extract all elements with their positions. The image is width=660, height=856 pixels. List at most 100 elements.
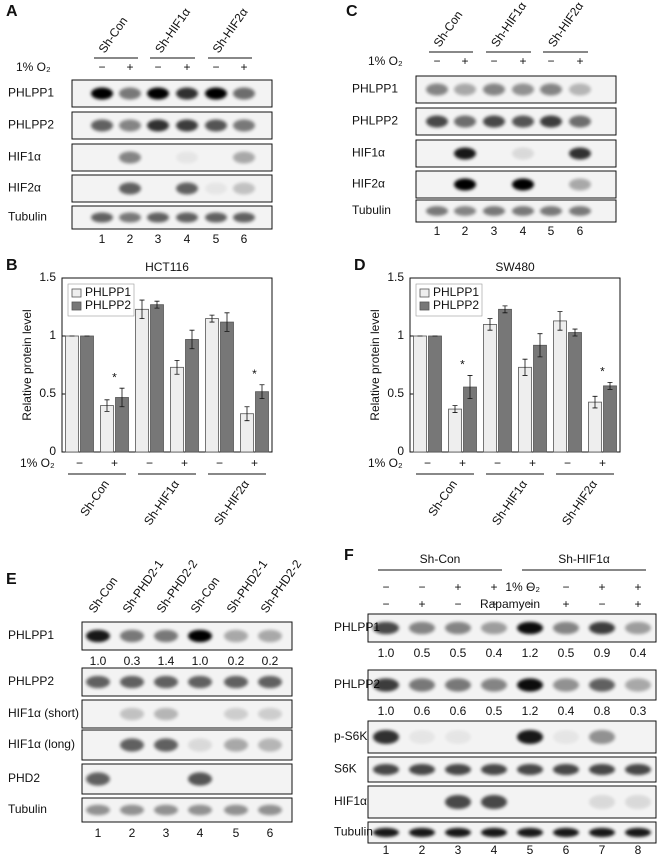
- y-tick-label: 1: [49, 328, 56, 342]
- quantification: 1.2: [522, 646, 539, 660]
- quantification: 0.5: [558, 646, 575, 660]
- chart-title: HCT116: [145, 260, 189, 274]
- band: [481, 764, 507, 775]
- band: [540, 206, 562, 216]
- band: [483, 115, 505, 128]
- band: [625, 678, 651, 692]
- bar: [255, 391, 269, 453]
- band: [445, 764, 471, 775]
- error-bar: [592, 395, 598, 409]
- lane-number: 1: [434, 224, 441, 238]
- band: [373, 621, 399, 635]
- blot-strip: [81, 621, 293, 651]
- band: [119, 119, 141, 132]
- bar: [588, 401, 602, 453]
- chart-title: SW480: [495, 260, 535, 274]
- band: [258, 629, 282, 643]
- condition-sign: −: [418, 580, 425, 594]
- band: [205, 87, 227, 100]
- bar: [448, 408, 462, 453]
- band: [233, 212, 255, 223]
- row-label: PHD2: [8, 771, 40, 785]
- y-tick-label: 1.5: [387, 270, 404, 284]
- band: [233, 151, 255, 164]
- lane-number: 7: [599, 843, 606, 856]
- panel-letter: A: [6, 3, 18, 20]
- blot-strip: [367, 821, 657, 844]
- row-label: HIF1α (long): [8, 737, 75, 751]
- band: [188, 738, 212, 752]
- band: [154, 804, 178, 816]
- band: [147, 87, 169, 100]
- bar: [185, 339, 199, 453]
- bar: [80, 335, 94, 453]
- condition-sign: −: [598, 597, 605, 611]
- band: [119, 151, 141, 164]
- legend-swatch: [71, 301, 82, 311]
- lane-number: 2: [462, 224, 469, 238]
- condition-label: 1% O₂: [368, 54, 403, 68]
- condition-sign: +: [562, 597, 569, 611]
- row-label: PHLPP2: [8, 674, 54, 688]
- lane-number: 6: [577, 224, 584, 238]
- band: [426, 206, 448, 216]
- band: [188, 675, 212, 689]
- band: [147, 119, 169, 132]
- group-label: Sh-Con: [425, 478, 460, 519]
- condition-sign: +: [576, 54, 583, 68]
- condition-sign: +: [598, 580, 605, 594]
- band: [120, 707, 144, 721]
- band: [258, 675, 282, 689]
- band: [233, 119, 255, 132]
- band: [409, 678, 435, 692]
- row-label: HIF2α: [352, 177, 385, 191]
- band: [483, 83, 505, 96]
- lane-number: 6: [267, 826, 274, 840]
- condition-sign: −: [382, 597, 389, 611]
- error-bar: [572, 328, 578, 337]
- condition-sign: −: [526, 597, 533, 611]
- condition-sign: −: [526, 580, 533, 594]
- group-label: Sh-Con: [431, 8, 466, 49]
- condition-sign: −: [98, 60, 105, 74]
- x-tick-label: −: [76, 456, 83, 470]
- blot-strip: [81, 797, 293, 823]
- band: [409, 827, 435, 838]
- lane-number: 5: [548, 224, 555, 238]
- lane-number: 6: [241, 232, 248, 246]
- lane-number: 8: [635, 843, 642, 856]
- band: [589, 729, 615, 745]
- band: [569, 83, 591, 96]
- error-bar: [119, 387, 125, 408]
- legend-swatch: [419, 301, 430, 311]
- lane-number: 5: [233, 826, 240, 840]
- band: [517, 764, 543, 775]
- row-label: p-S6K: [334, 729, 367, 743]
- condition-sign: +: [126, 60, 133, 74]
- band: [188, 629, 212, 643]
- group-label: Sh-HIF1α: [152, 5, 193, 55]
- band: [481, 678, 507, 692]
- x-tick-label: −: [424, 456, 431, 470]
- blot-strip: [81, 763, 293, 795]
- y-tick-label: 0: [397, 444, 404, 458]
- quantification: 0.3: [630, 704, 647, 718]
- band: [445, 678, 471, 692]
- band: [409, 621, 435, 635]
- band: [120, 738, 144, 752]
- error-bar: [502, 305, 508, 314]
- annotation: *: [600, 365, 605, 379]
- blot-strip: [81, 699, 293, 729]
- row-label: Tubulin: [8, 210, 47, 224]
- x-tick-label: +: [599, 456, 606, 470]
- row-label: Tubulin: [334, 825, 373, 839]
- legend-label: PHLPP1: [433, 285, 479, 299]
- x-tick-label: −: [216, 456, 223, 470]
- band: [553, 729, 579, 745]
- blot-strip: [81, 667, 293, 697]
- quantification: 1.0: [90, 654, 107, 668]
- band: [589, 678, 615, 692]
- quantification: 0.3: [124, 654, 141, 668]
- panel-letter: E: [6, 571, 17, 588]
